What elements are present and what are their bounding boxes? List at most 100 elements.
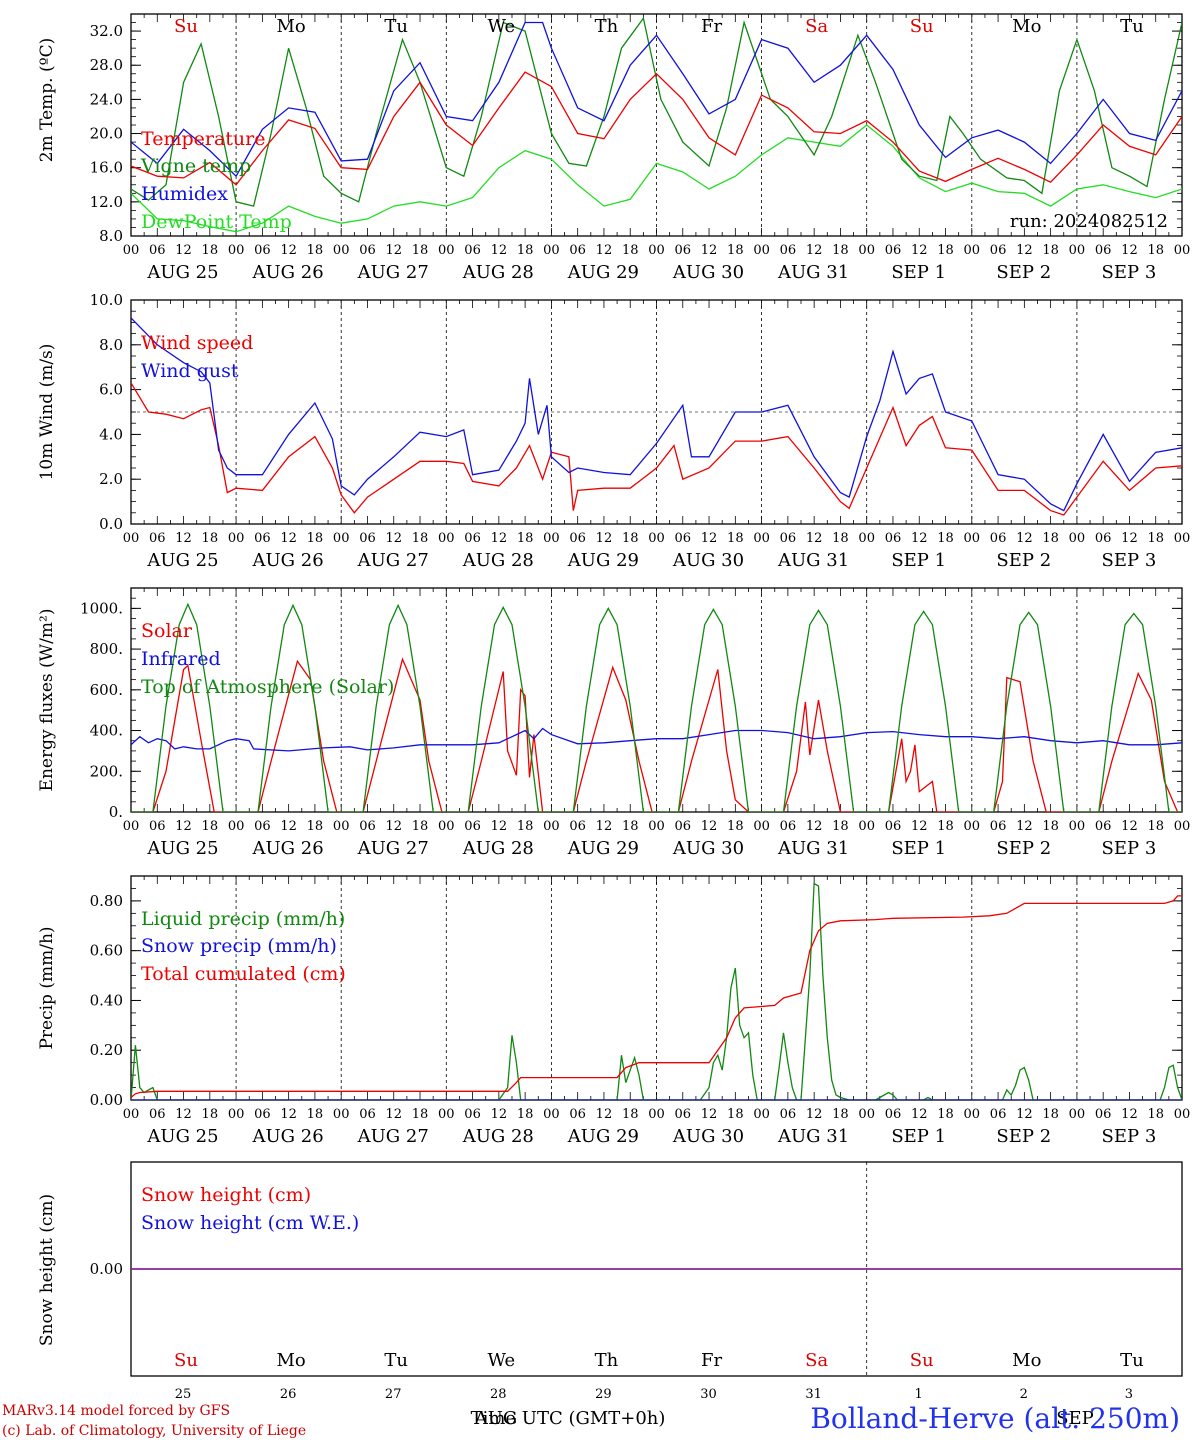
hour-tick-label: 12 xyxy=(1016,243,1033,258)
day-label: AUG 27 xyxy=(357,550,429,571)
day-label: SEP 2 xyxy=(996,262,1051,283)
weekday-label: Tu xyxy=(1120,1350,1144,1371)
y-tick-label: 32.0 xyxy=(90,22,123,40)
run-label: run: 2024082512 xyxy=(1010,211,1168,232)
hour-tick-label: 06 xyxy=(1095,1107,1112,1122)
day-label: SEP 3 xyxy=(1102,838,1157,859)
series-line-top-of-atmosphere-solar xyxy=(131,602,1182,812)
y-tick-label: 600. xyxy=(90,681,123,699)
hour-tick-label: 06 xyxy=(149,243,166,258)
hour-tick-label: 18 xyxy=(727,531,744,546)
legend-entry: Snow height (cm) xyxy=(141,1184,311,1206)
hour-tick-label: 12 xyxy=(806,819,823,834)
day-label: AUG 27 xyxy=(357,838,429,859)
hour-tick-label: 12 xyxy=(911,531,928,546)
hour-tick-label: 00 xyxy=(123,1107,140,1122)
plot-frame xyxy=(130,587,1183,813)
hour-tick-label: 00 xyxy=(438,819,455,834)
hour-tick-label: 18 xyxy=(1147,819,1164,834)
y-tick-label: 0.80 xyxy=(90,892,123,910)
day-label: AUG 31 xyxy=(777,262,849,283)
legend-entry: Snow height (cm W.E.) xyxy=(141,1212,359,1234)
day-label: AUG 30 xyxy=(672,262,744,283)
day-number-label: 29 xyxy=(595,1387,612,1402)
weekday-label: Tu xyxy=(384,16,408,37)
legend-entry: Temperature xyxy=(141,128,265,150)
day-label: AUG 31 xyxy=(777,550,849,571)
hour-tick-label: 06 xyxy=(149,531,166,546)
hour-tick-label: 18 xyxy=(412,531,429,546)
hour-tick-label: 06 xyxy=(885,243,902,258)
series-line-dewpoint-temp xyxy=(131,124,1182,233)
hour-tick-label: 12 xyxy=(385,531,402,546)
weekday-label: We xyxy=(487,1350,515,1371)
hour-tick-label: 12 xyxy=(385,819,402,834)
hour-tick-label: 06 xyxy=(780,819,797,834)
hour-tick-label: 06 xyxy=(675,243,692,258)
hour-tick-label: 06 xyxy=(359,1107,376,1122)
day-number-label: 25 xyxy=(175,1387,192,1402)
hour-tick-label: 12 xyxy=(491,819,508,834)
weekday-label: Su xyxy=(910,16,934,37)
day-label: AUG 30 xyxy=(672,550,744,571)
hour-tick-label: 12 xyxy=(701,819,718,834)
hour-tick-label: 00 xyxy=(964,243,981,258)
legend-entry: Humidex xyxy=(141,183,228,205)
weekday-label: Su xyxy=(174,1350,198,1371)
hour-tick-label: 06 xyxy=(1095,819,1112,834)
hour-tick-label: 06 xyxy=(149,1107,166,1122)
x-axis-title: Time UTC (GMT+0h) xyxy=(471,1408,666,1429)
hour-tick-label: 00 xyxy=(858,819,875,834)
hour-tick-label: 18 xyxy=(832,819,849,834)
y-tick-label: 0.00 xyxy=(90,1260,123,1278)
hour-tick-label: 06 xyxy=(464,531,481,546)
hour-tick-label: 06 xyxy=(359,243,376,258)
weekday-label: Su xyxy=(174,16,198,37)
hour-tick-label: 06 xyxy=(1095,243,1112,258)
hour-tick-label: 00 xyxy=(753,531,770,546)
panel-3: 0. 200. 400. 600. 800. 1000. 00 06 12 18 00 06 12 18 0… xyxy=(37,587,1190,859)
day-label: AUG 29 xyxy=(567,550,639,571)
hour-tick-label: 18 xyxy=(1042,819,1059,834)
hour-tick-label: 18 xyxy=(517,243,534,258)
day-label: SEP 2 xyxy=(996,550,1051,571)
series-line-vigne-temp xyxy=(131,16,1182,207)
hour-tick-label: 12 xyxy=(280,243,297,258)
hour-tick-label: 06 xyxy=(254,819,271,834)
hour-tick-label: 18 xyxy=(937,531,954,546)
y-tick-label: 1000. xyxy=(80,599,123,617)
hour-tick-label: 18 xyxy=(412,819,429,834)
day-label: AUG 26 xyxy=(252,1126,324,1147)
hour-tick-label: 06 xyxy=(780,243,797,258)
hour-tick-label: 18 xyxy=(727,243,744,258)
day-label: AUG 30 xyxy=(672,1126,744,1147)
hour-tick-label: 00 xyxy=(228,1107,245,1122)
hour-tick-label: 00 xyxy=(123,531,140,546)
hour-tick-label: 06 xyxy=(254,243,271,258)
hour-tick-label: 18 xyxy=(1147,243,1164,258)
hour-tick-label: 06 xyxy=(675,1107,692,1122)
hour-tick-label: 06 xyxy=(885,1107,902,1122)
hour-tick-label: 06 xyxy=(464,243,481,258)
hour-tick-label: 00 xyxy=(438,531,455,546)
hour-tick-label: 12 xyxy=(806,243,823,258)
hour-tick-label: 06 xyxy=(990,1107,1007,1122)
hour-tick-label: 00 xyxy=(1174,531,1191,546)
day-label: SEP 1 xyxy=(891,1126,946,1147)
panel-1: 8.0 12.0 16.0 20.0 24.0 28.0 32.0 00 06 12 18 00 06 1… xyxy=(37,13,1190,283)
hour-tick-label: 00 xyxy=(543,1107,560,1122)
y-tick-label: 16.0 xyxy=(90,159,123,177)
y-tick-label: 0. xyxy=(109,803,123,821)
hour-tick-label: 00 xyxy=(964,531,981,546)
weekday-label: Tu xyxy=(1120,16,1144,37)
legend-entry: Solar xyxy=(141,620,193,642)
day-number-label: 31 xyxy=(805,1387,822,1402)
hour-tick-label: 00 xyxy=(1174,1107,1191,1122)
day-label: SEP 1 xyxy=(891,838,946,859)
hour-tick-label: 00 xyxy=(648,1107,665,1122)
weekday-label: Th xyxy=(595,16,619,37)
day-label: SEP 2 xyxy=(996,1126,1051,1147)
legend-entry: Snow precip (mm/h) xyxy=(141,935,337,957)
day-label: SEP 1 xyxy=(891,550,946,571)
